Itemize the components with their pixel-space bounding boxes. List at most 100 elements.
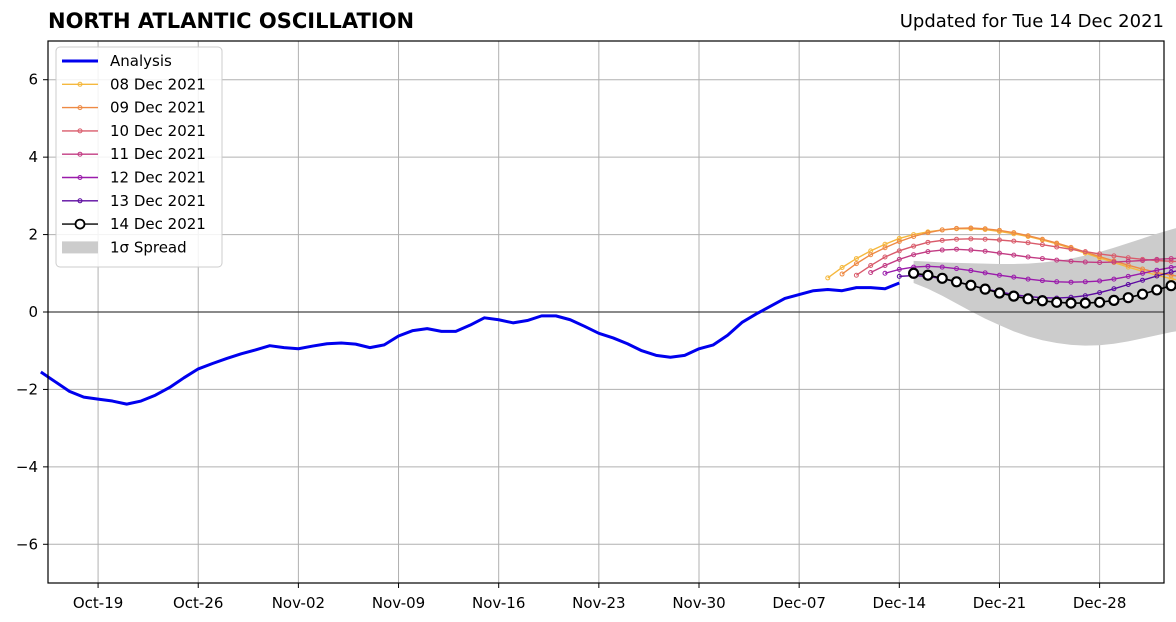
forecast-point xyxy=(882,270,888,276)
forecast-point xyxy=(896,239,902,245)
forecast-point xyxy=(1054,257,1060,263)
forecast-point xyxy=(993,287,1006,299)
forecast-point xyxy=(982,248,988,254)
forecast-point xyxy=(1097,251,1103,257)
forecast-point xyxy=(1097,290,1103,296)
forecast-point xyxy=(925,239,931,245)
forecast-point xyxy=(896,273,902,279)
forecast-point xyxy=(1008,290,1020,302)
forecast-point xyxy=(979,283,991,295)
forecast-point xyxy=(1140,270,1146,276)
forecast-point xyxy=(1168,264,1174,270)
forecast-point xyxy=(925,249,931,255)
forecast-line xyxy=(870,248,1176,274)
legend-label: 09 Dec 2021 xyxy=(110,99,206,117)
forecast-point xyxy=(968,236,974,242)
forecast-point xyxy=(1068,279,1074,285)
forecast-point xyxy=(839,271,845,277)
forecast-point xyxy=(908,267,920,279)
forecast-point xyxy=(996,250,1002,256)
forecast-point xyxy=(1165,280,1176,292)
forecast-point xyxy=(1111,253,1117,259)
forecast-point xyxy=(1054,244,1060,250)
forecast-line xyxy=(855,238,1176,276)
forecast-point xyxy=(982,226,988,232)
legend-marker xyxy=(77,105,83,111)
y-tick-label: −6 xyxy=(16,535,38,553)
forecast-series xyxy=(908,267,1176,309)
x-tick-label: Nov-09 xyxy=(372,594,425,612)
forecast-point xyxy=(996,237,1002,243)
forecast-point xyxy=(1068,258,1074,264)
spread-layer xyxy=(913,228,1176,346)
legend-entry: 09 Dec 2021 xyxy=(62,99,206,117)
forecast-point xyxy=(1125,273,1131,279)
forecast-point xyxy=(1082,279,1088,285)
forecast-point xyxy=(1111,259,1117,265)
legend-entry: Analysis xyxy=(62,52,172,70)
x-tick-label: Dec-14 xyxy=(873,594,927,612)
forecast-point xyxy=(868,252,874,258)
forecast-series xyxy=(853,236,1176,278)
forecast-point xyxy=(1151,284,1163,296)
forecast-point xyxy=(1022,293,1034,305)
legend-entry: 14 Dec 2021 xyxy=(62,215,206,233)
forecast-point xyxy=(996,227,1002,233)
forecast-point xyxy=(936,272,948,284)
forecast-point xyxy=(1097,278,1103,284)
forecast-point xyxy=(1011,274,1017,280)
forecast-point xyxy=(968,247,974,253)
forecast-point xyxy=(939,264,945,270)
forecast-point xyxy=(896,266,902,272)
forecast-point xyxy=(911,243,917,249)
forecast-point xyxy=(868,270,874,276)
forecast-point xyxy=(939,237,945,243)
forecast-point xyxy=(1140,277,1146,283)
updated-date: Updated for Tue 14 Dec 2021 xyxy=(899,11,1164,32)
forecast-point xyxy=(1125,255,1131,261)
forecast-line xyxy=(827,228,1176,281)
forecast-point xyxy=(1097,254,1103,260)
forecast-point xyxy=(954,246,960,252)
legend-marker xyxy=(77,151,83,157)
legend-swatch xyxy=(62,241,98,254)
forecast-point xyxy=(1011,230,1017,236)
forecast-point xyxy=(925,263,931,269)
legend-label: 08 Dec 2021 xyxy=(110,75,206,93)
forecast-point xyxy=(1051,296,1063,308)
forecast-point xyxy=(896,235,902,241)
forecast-point xyxy=(922,269,934,281)
forecast-point xyxy=(1154,273,1160,279)
x-axis: Oct-19 Oct-26 Nov-02 Nov-09 Nov-16 Nov-23 Nov-… xyxy=(73,583,1126,612)
forecast-point xyxy=(896,256,902,262)
forecast-point xyxy=(1011,252,1017,258)
analysis-line xyxy=(40,281,900,406)
forecast-point xyxy=(882,241,888,247)
forecast-point xyxy=(1108,294,1120,306)
legend-label: 1σ Spread xyxy=(110,238,187,256)
x-tick-label: Nov-16 xyxy=(472,594,525,612)
x-tick-label: Nov-23 xyxy=(572,594,625,612)
forecast-point xyxy=(1011,238,1017,244)
forecast-series xyxy=(868,246,1176,276)
forecast-point xyxy=(954,266,960,272)
forecast-point xyxy=(911,252,917,258)
forecast-point xyxy=(868,263,874,269)
forecast-point xyxy=(1168,269,1174,275)
forecast-point xyxy=(1039,278,1045,284)
forecast-point xyxy=(1068,246,1074,252)
forecast-point xyxy=(968,268,974,274)
forecast-point xyxy=(1140,258,1146,264)
legend-entry: 10 Dec 2021 xyxy=(62,122,206,140)
forecast-point xyxy=(1097,259,1103,265)
forecast-point xyxy=(965,279,977,291)
x-tick-label: Nov-30 xyxy=(672,594,725,612)
forecast-point xyxy=(1111,276,1117,282)
forecast-point xyxy=(982,236,988,242)
forecast-point xyxy=(896,248,902,254)
forecast-point xyxy=(939,247,945,253)
forecast-point xyxy=(1082,249,1088,255)
x-tick-label: Oct-26 xyxy=(173,594,223,612)
